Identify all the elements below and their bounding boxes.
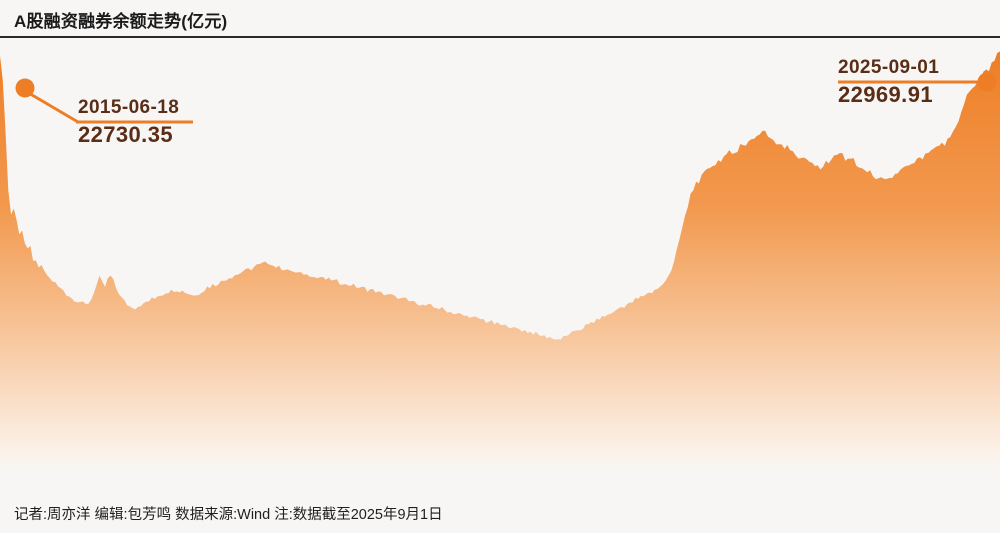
annotation-start-date: 2015-06-18	[78, 97, 180, 118]
footer-credits: 记者:周亦洋 编辑:包芳鸣 数据来源:Wind 注:数据截至2025年9月1日	[14, 507, 443, 523]
annotation-end-date: 2025-09-01	[838, 57, 940, 78]
annotation-start: 2015-06-18 22730.35	[78, 98, 179, 146]
annotation-end-value: 22969.91	[838, 82, 933, 107]
area-chart-svg	[0, 51, 1000, 470]
annotation-end: 2025-09-01 22969.91	[838, 58, 939, 106]
title-divider	[0, 36, 1000, 38]
chart-plot-area	[0, 38, 1000, 470]
annotation-start-value: 22730.35	[78, 122, 173, 147]
page-title: A股融资融券余额走势(亿元)	[14, 12, 228, 31]
series-area	[0, 51, 1000, 470]
